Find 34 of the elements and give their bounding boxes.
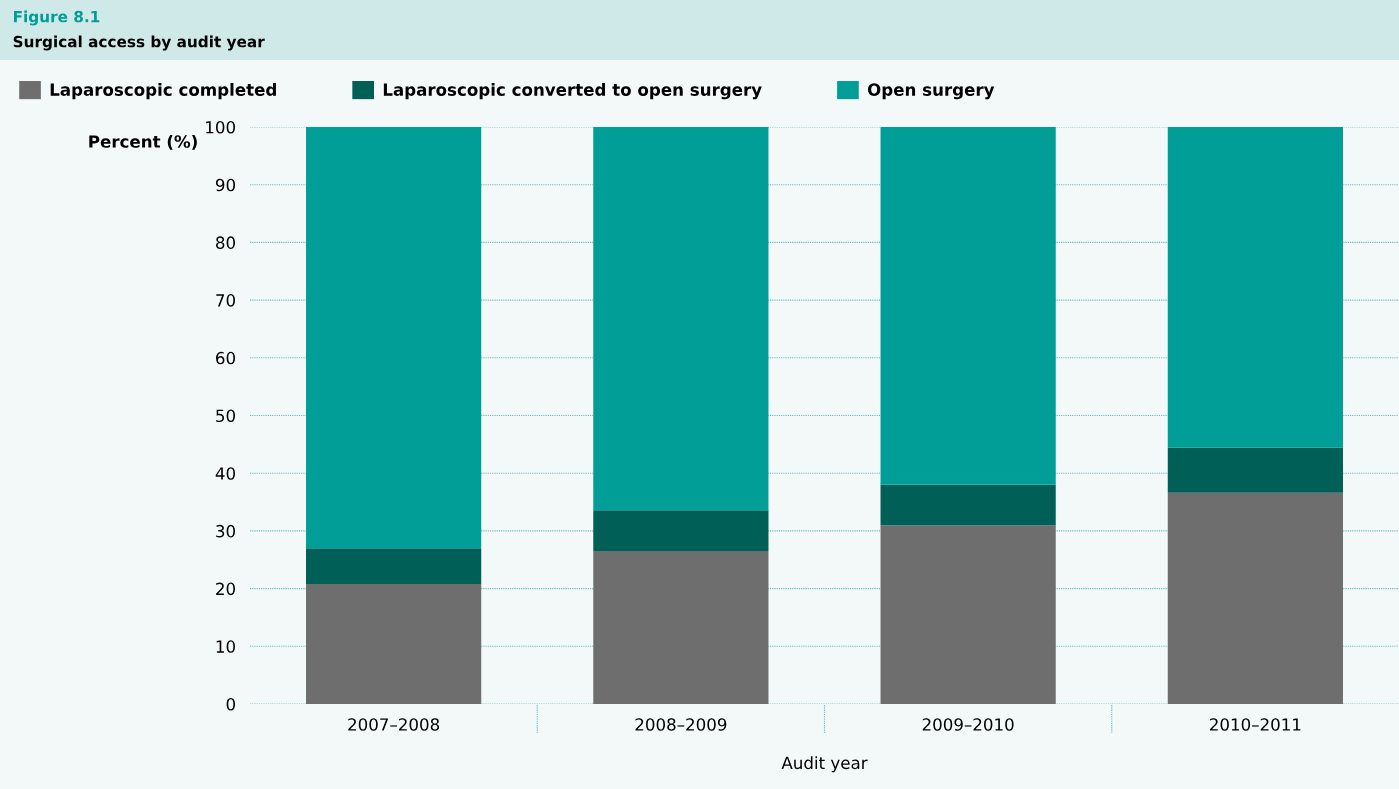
- x-tick-label: 2007–2008: [348, 718, 440, 731]
- y-tick-label: 10: [216, 640, 235, 653]
- y-tick-label: 70: [216, 294, 235, 307]
- y-tick-label: 30: [216, 524, 235, 538]
- bar: [880, 484, 1056, 526]
- bar: [1167, 127, 1343, 448]
- legend-label: Laparoscopic converted to open surgery: [383, 83, 762, 100]
- bar: [880, 525, 1056, 704]
- y-tick-label: 80: [216, 236, 235, 249]
- legend-label: Open surgery: [867, 83, 995, 100]
- x-axis-title: Audit year: [781, 756, 868, 773]
- bar: [306, 583, 482, 704]
- y-tick-label: 20: [216, 582, 235, 596]
- y-tick-label: 90: [215, 178, 235, 192]
- x-tick-label: 2009–2010: [922, 718, 1014, 731]
- bar: [306, 548, 482, 584]
- bar: [593, 510, 769, 552]
- text: Figure 8.1: [13, 10, 100, 26]
- y-tick-label: 100: [206, 120, 235, 134]
- y-tick-label: 0: [226, 697, 235, 711]
- bar: [1167, 492, 1343, 704]
- y-tick-label: 50: [216, 409, 235, 423]
- chart-subtitle: Surgical access by audit year: [13, 35, 265, 51]
- x-tick-label: 2010–2011: [1210, 718, 1301, 731]
- bar: [880, 127, 1056, 485]
- bar: [593, 127, 769, 511]
- bar: [593, 551, 769, 704]
- bar: [306, 127, 482, 549]
- x-tick-label: 2008–2009: [635, 718, 727, 731]
- y-axis-title: Percent (%): [89, 134, 197, 150]
- legend-label: Laparoscopic completed: [50, 83, 276, 100]
- y-tick-label: 40: [215, 467, 235, 480]
- y-tick-label: 60: [216, 351, 235, 365]
- bar: [1167, 447, 1343, 493]
